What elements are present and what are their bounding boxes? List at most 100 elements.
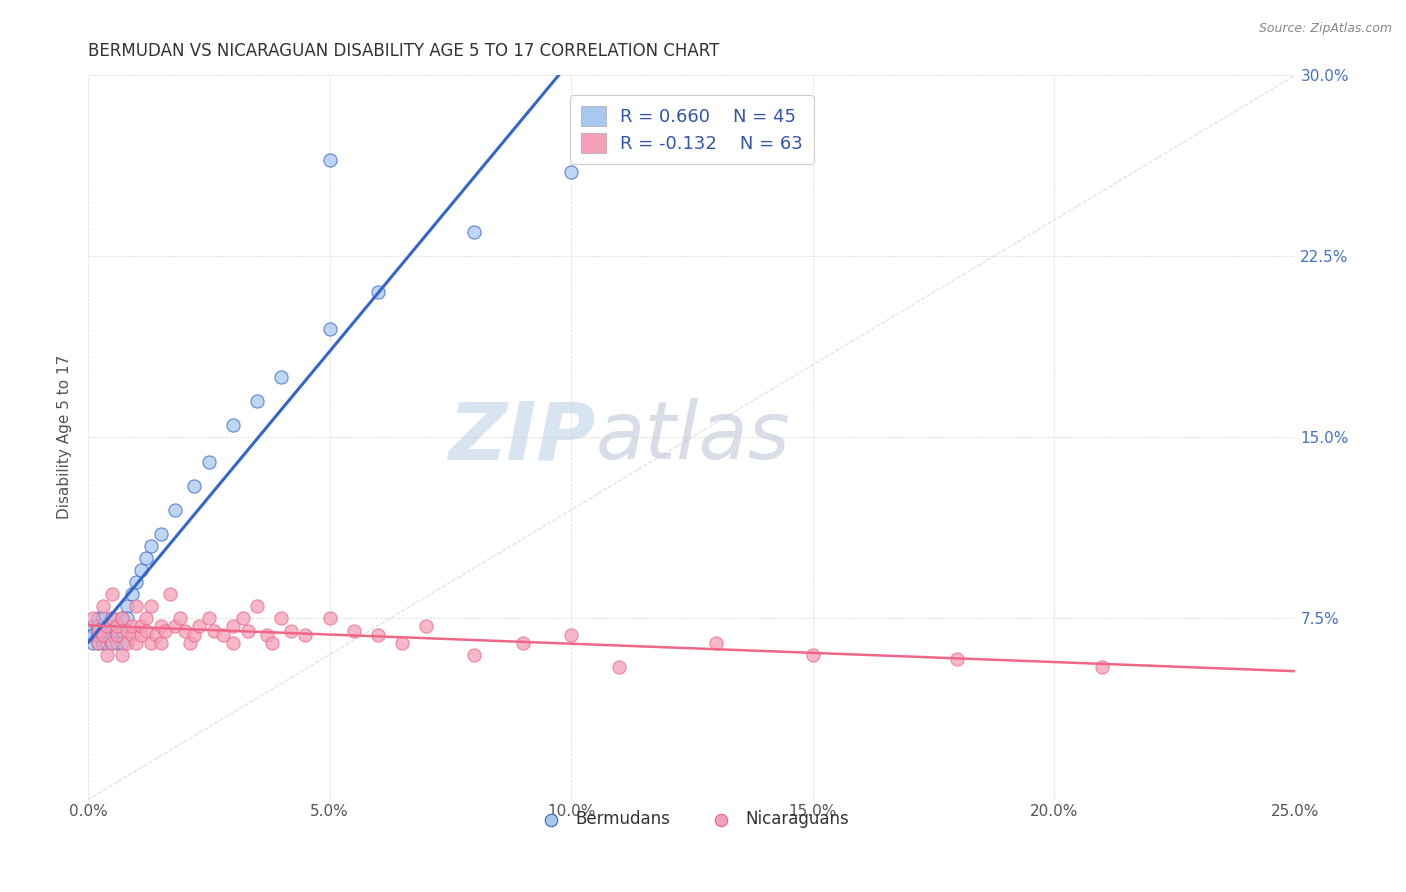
Point [111, 611, 134, 625]
Point [91, 635, 114, 649]
Point [87, 628, 110, 642]
Point [87, 624, 110, 638]
Point [222, 635, 245, 649]
Point [111, 635, 134, 649]
Y-axis label: Disability Age 5 to 17: Disability Age 5 to 17 [58, 355, 72, 519]
Point [179, 635, 201, 649]
Point [1091, 659, 1114, 673]
Point [101, 624, 124, 638]
Point [115, 611, 138, 625]
Point [96, 648, 118, 662]
Point [318, 153, 340, 167]
Point [87, 635, 110, 649]
Point [129, 618, 152, 632]
Point [96, 624, 118, 638]
Point [159, 587, 181, 601]
Point [463, 225, 485, 239]
Point [105, 635, 128, 649]
Point [96, 618, 118, 632]
Point [125, 635, 148, 649]
Point [294, 628, 316, 642]
Point [256, 628, 278, 642]
Point [463, 648, 485, 662]
Point [91, 624, 114, 638]
Text: Source: ZipAtlas.com: Source: ZipAtlas.com [1258, 22, 1392, 36]
Point [260, 635, 283, 649]
Text: ZIP: ZIP [449, 399, 595, 476]
Point [87, 635, 110, 649]
Point [165, 618, 187, 632]
Point [270, 370, 292, 384]
Point [202, 624, 225, 638]
Point [169, 611, 191, 625]
Point [96, 618, 118, 632]
Point [125, 575, 148, 590]
Point [82, 628, 104, 642]
Point [198, 611, 221, 625]
Point [149, 527, 172, 541]
Point [105, 628, 128, 642]
Point [129, 563, 152, 577]
Point [512, 635, 534, 649]
Point [101, 611, 124, 625]
Point [560, 628, 582, 642]
Point [415, 618, 437, 632]
Point [165, 503, 187, 517]
Point [82, 611, 104, 625]
Point [101, 587, 124, 601]
Text: BERMUDAN VS NICARAGUAN DISABILITY AGE 5 TO 17 CORRELATION CHART: BERMUDAN VS NICARAGUAN DISABILITY AGE 5 … [89, 42, 720, 60]
Point [560, 165, 582, 179]
Point [121, 628, 143, 642]
Point [101, 628, 124, 642]
Text: atlas: atlas [595, 399, 790, 476]
Point [91, 628, 114, 642]
Point [135, 624, 157, 638]
Point [96, 635, 118, 649]
Point [139, 635, 162, 649]
Point [280, 624, 302, 638]
Point [129, 628, 152, 642]
Point [367, 285, 389, 300]
Point [946, 652, 969, 666]
Point [246, 599, 269, 614]
Point [318, 611, 340, 625]
Point [145, 628, 167, 642]
Point [115, 599, 138, 614]
Point [149, 635, 172, 649]
Point [232, 611, 254, 625]
Point [121, 587, 143, 601]
Point [139, 539, 162, 553]
Point [173, 624, 195, 638]
Point [183, 628, 205, 642]
Point [82, 635, 104, 649]
Point [91, 599, 114, 614]
Point [115, 624, 138, 638]
Point [105, 618, 128, 632]
Point [87, 624, 110, 638]
Point [105, 624, 128, 638]
Point [125, 599, 148, 614]
Point [105, 618, 128, 632]
Point [704, 635, 727, 649]
Point [270, 611, 292, 625]
Point [101, 611, 124, 625]
Point [111, 648, 134, 662]
Point [343, 624, 366, 638]
Point [609, 659, 631, 673]
Point [222, 418, 245, 433]
Point [101, 635, 124, 649]
Point [121, 618, 143, 632]
Point [236, 624, 259, 638]
Point [111, 624, 134, 638]
Point [91, 628, 114, 642]
Point [188, 618, 211, 632]
Point [87, 618, 110, 632]
Point [87, 611, 110, 625]
Point [111, 611, 134, 625]
Point [367, 628, 389, 642]
Point [198, 454, 221, 468]
Point [91, 611, 114, 625]
Point [246, 394, 269, 409]
Point [101, 635, 124, 649]
Point [139, 599, 162, 614]
